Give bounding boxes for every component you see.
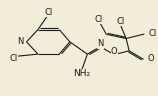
Text: Cl: Cl xyxy=(148,29,156,38)
Text: O: O xyxy=(111,48,118,56)
Text: N: N xyxy=(17,37,23,46)
Text: Cl: Cl xyxy=(44,8,53,17)
Text: O: O xyxy=(147,54,154,63)
Text: N: N xyxy=(97,39,104,48)
Text: Cl: Cl xyxy=(10,54,18,63)
Text: NH₂: NH₂ xyxy=(73,69,91,78)
Text: Cl: Cl xyxy=(95,15,103,24)
Text: Cl: Cl xyxy=(117,17,125,26)
